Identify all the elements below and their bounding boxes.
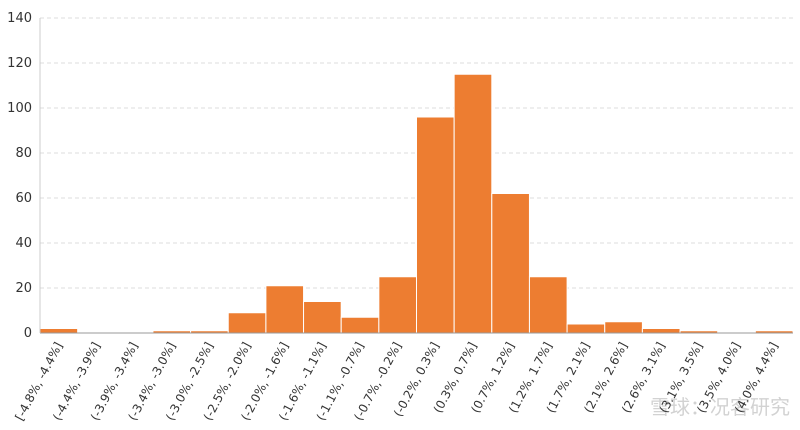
y-tick-label: 100 [7,101,32,116]
bar [641,328,681,334]
bar [416,116,455,334]
y-tick-label: 140 [7,11,32,26]
bar [528,276,568,334]
y-tick-label: 60 [15,191,32,206]
bar [491,193,530,334]
bar [340,316,380,334]
y-tick-label: 40 [15,236,32,251]
bar [453,73,493,334]
y-tick-label: 80 [15,146,32,161]
bar [227,312,267,334]
bar [39,328,79,334]
y-tick-label: 20 [15,281,32,296]
bar [265,285,305,334]
bar [303,301,342,334]
bar [566,323,606,334]
bar [378,276,418,334]
watermark: 雪球：况客研究 [650,395,790,419]
y-tick-label: 0 [24,326,32,341]
bar [604,321,643,334]
y-tick-label: 120 [7,56,32,71]
